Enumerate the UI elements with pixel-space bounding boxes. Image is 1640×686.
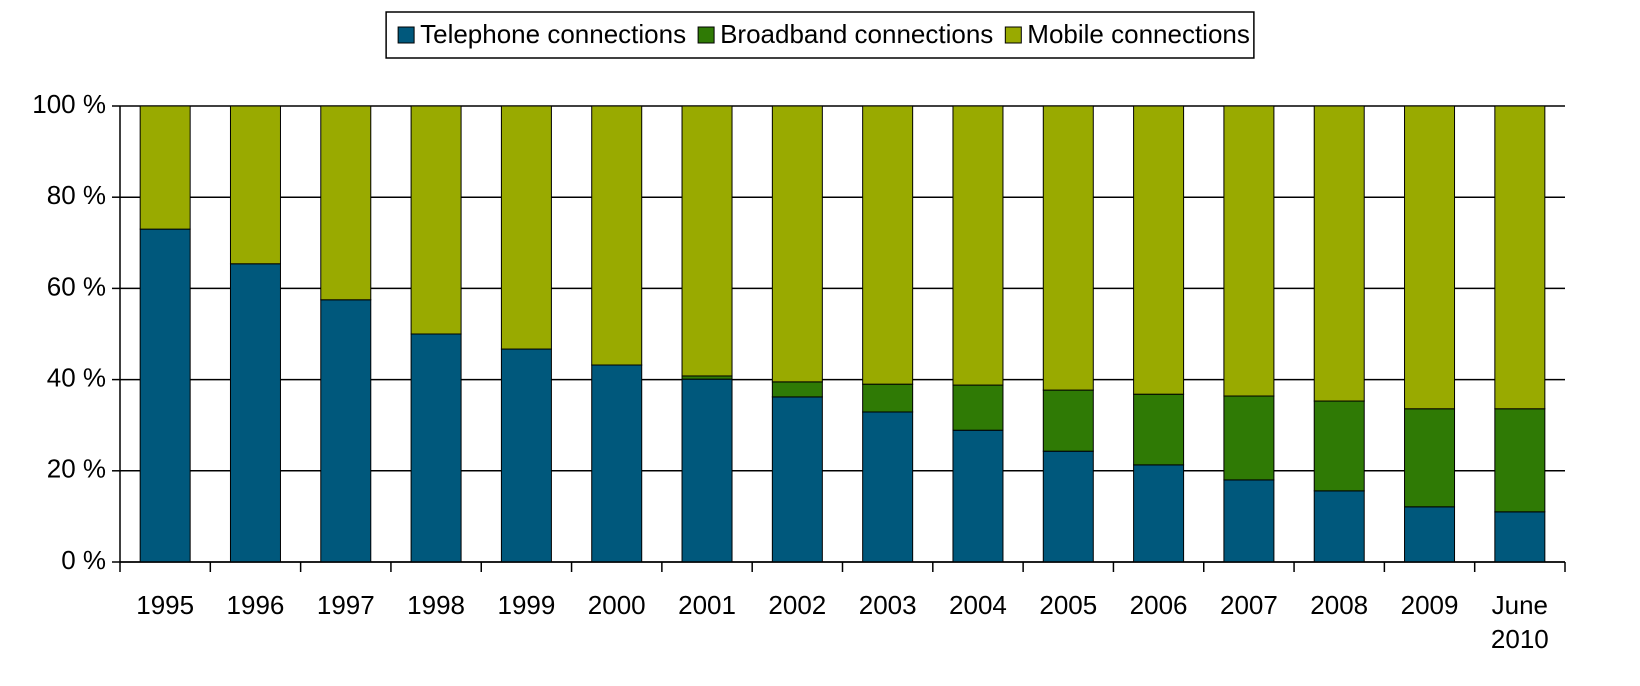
legend-label: Broadband connections	[720, 19, 993, 49]
bar-segment	[952, 105, 1004, 386]
x-tick-label: 2009	[1400, 590, 1459, 620]
x-tick-label: 2002	[768, 590, 827, 620]
bar-segment	[952, 429, 1004, 563]
bar-segment	[771, 381, 823, 398]
y-tick-label: 20 %	[47, 454, 106, 484]
bar-segment	[952, 384, 1004, 431]
x-tick-label: June 2010	[1490, 590, 1549, 654]
x-tick-label: 2008	[1310, 590, 1369, 620]
bar-segment	[1494, 511, 1546, 563]
bar-segment	[1133, 393, 1185, 466]
x-tick-label: 2006	[1129, 590, 1188, 620]
bar-segment	[1133, 105, 1185, 395]
y-tick-label: 80 %	[47, 180, 106, 210]
bar-segment	[410, 333, 462, 563]
bar-segment	[1404, 506, 1456, 563]
x-tick-label: 1999	[497, 590, 556, 620]
legend-label: Telephone connections	[420, 19, 686, 49]
x-tick-label: 1997	[316, 590, 375, 620]
bar-segment	[500, 348, 552, 563]
x-tick-label: 1996	[226, 590, 285, 620]
y-tick-label: 100 %	[32, 89, 106, 119]
legend-swatch	[697, 26, 715, 44]
bar-segment	[1404, 408, 1456, 508]
bar-segment	[410, 105, 462, 335]
x-tick-label: 1995	[136, 590, 195, 620]
bar-segment	[1313, 105, 1365, 402]
bar-segment	[771, 105, 823, 383]
legend-swatch	[397, 26, 415, 44]
x-tick-label: 2003	[858, 590, 917, 620]
x-tick-label: 1998	[407, 590, 466, 620]
legend-swatch	[1004, 26, 1022, 44]
y-tick-label: 40 %	[47, 362, 106, 392]
bar-segment	[1042, 450, 1094, 563]
bar-segment	[1223, 105, 1275, 397]
bar-segment	[1494, 105, 1546, 410]
bar-segment	[591, 364, 643, 563]
x-tick-label: 2000	[587, 590, 646, 620]
y-tick-label: 60 %	[47, 271, 106, 301]
bar-segment	[500, 105, 552, 350]
bar-segment	[862, 105, 914, 385]
bar-segment	[229, 105, 281, 265]
bar-segment	[1313, 490, 1365, 563]
bar-segment	[1042, 105, 1094, 391]
bar-segment	[681, 105, 733, 377]
bar-segment	[1223, 479, 1275, 563]
bar-segment	[1404, 105, 1456, 410]
x-tick-label: 2004	[949, 590, 1007, 620]
bar-segment	[320, 105, 372, 301]
x-tick-label: 2001	[678, 590, 736, 620]
bar-segment	[1133, 464, 1185, 563]
x-tick-label: 2007	[1219, 590, 1278, 620]
bar-segment	[1494, 408, 1546, 513]
bar-segment	[1042, 389, 1094, 452]
bar-segment	[1313, 400, 1365, 492]
bar-segment	[139, 228, 191, 563]
y-tick-label: 0 %	[61, 545, 106, 575]
bar-segment	[229, 263, 281, 563]
bar-segment	[862, 411, 914, 563]
bar-segment	[681, 378, 733, 563]
x-tick-label: 2005	[1039, 590, 1098, 620]
bar-segment	[139, 105, 191, 230]
bar-segment	[771, 396, 823, 563]
bar-segment	[320, 299, 372, 563]
bar-segment	[591, 105, 643, 366]
legend-box	[385, 11, 1255, 59]
bar-segment	[862, 383, 914, 413]
legend-label: Mobile connections	[1027, 19, 1250, 49]
bar-segment	[1223, 395, 1275, 481]
